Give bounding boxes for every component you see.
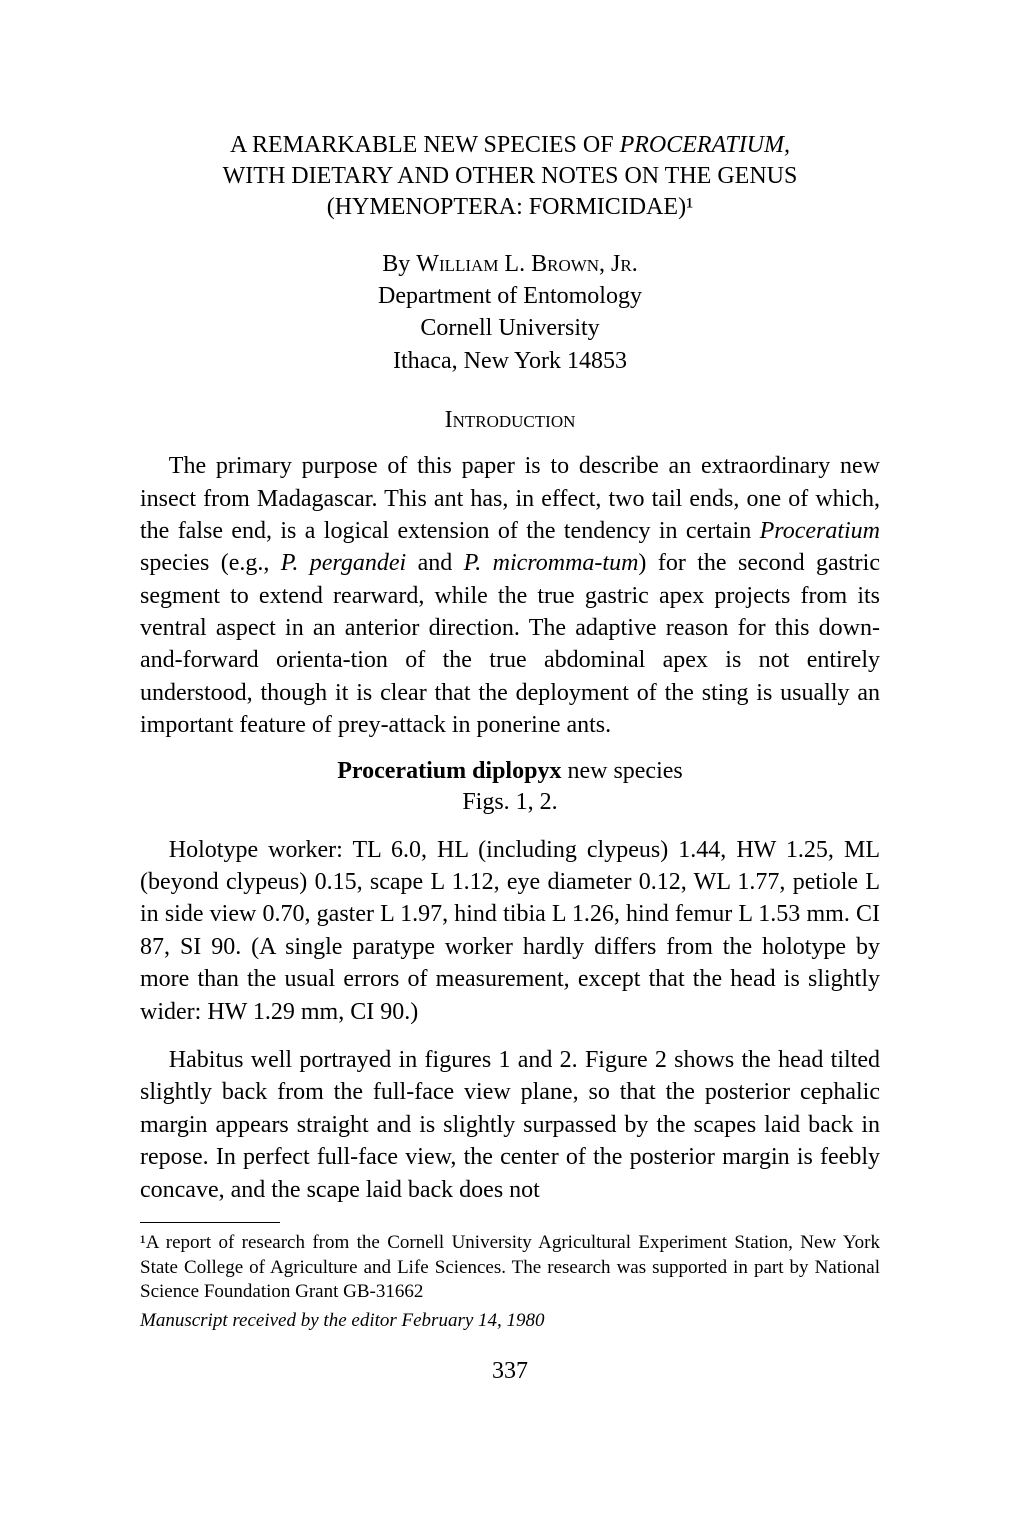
author-by: By [382,251,416,277]
page-number: 337 [140,1358,880,1385]
intro-text-c: species (e.g., [140,550,281,576]
intro-text-d: P. pergandei [281,550,406,576]
author-dept: Department of Entomology [378,283,642,309]
intro-text-b: Proceratium [760,518,880,544]
title-line-3: (HYMENOPTERA: FORMICIDAE)¹ [327,194,694,220]
title-line-1a: A REMARKABLE NEW SPECIES OF [230,132,620,158]
author-block: By William L. Brown, Jr. Department of E… [140,248,880,378]
intro-text-g: ) for the second gastric segment to exte… [140,550,880,738]
paper-title: A REMARKABLE NEW SPECIES OF PROCERATIUM,… [140,130,880,224]
author-univ: Cornell University [420,315,599,341]
species-status: new species [561,758,682,784]
footnote-rule [140,1222,280,1223]
species-binomial: Proceratium diplopyx [337,758,561,784]
intro-paragraph: The primary purpose of this paper is to … [140,450,880,742]
title-line-2: WITH DIETARY AND OTHER NOTES ON THE GENU… [223,163,798,189]
species-heading: Proceratium diplopyx new species [140,758,880,785]
holotype-paragraph: Holotype worker: TL 6.0, HL (including c… [140,834,880,1028]
author-name: William L. Brown, Jr. [416,251,637,277]
author-addr: Ithaca, New York 14853 [393,348,627,374]
intro-text-e: and [406,550,463,576]
intro-text-f: P. micromma-tum [464,550,639,576]
figures-reference: Figs. 1, 2. [140,789,880,816]
footnote-1: ¹A report of research from the Cornell U… [140,1231,880,1305]
section-heading-introduction: Introduction [140,407,880,434]
footnote-manuscript-date: Manuscript received by the editor Februa… [140,1309,880,1334]
habitus-paragraph: Habitus well portrayed in figures 1 and … [140,1044,880,1206]
title-line-1b: PROCERATIUM, [620,132,790,158]
